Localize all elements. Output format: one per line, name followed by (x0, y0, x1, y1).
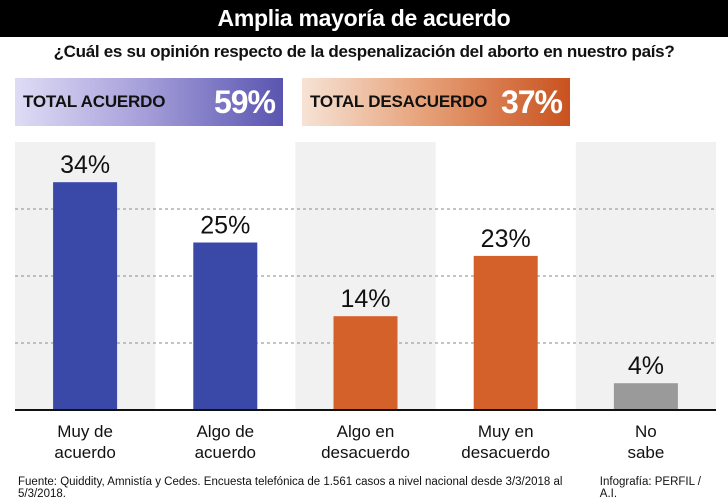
value-label: 34% (60, 151, 110, 179)
bar-chart: 34% Muy de acuerdo 25% Algo de acuerdo 14% Algo… (15, 142, 716, 462)
total-disagree-value: 37% (500, 83, 563, 120)
bar (193, 242, 258, 410)
category-label: Muy en (478, 422, 534, 441)
footer: Fuente: Quiddity, Amnistía y Cedes. Encu… (18, 476, 718, 500)
value-label: 25% (200, 212, 250, 240)
source-note: Fuente: Quiddity, Amnistía y Cedes. Encu… (18, 476, 563, 500)
total-agree-box: TOTAL ACUERDO 59% (15, 78, 283, 126)
bar (473, 255, 538, 410)
category-label: desacuerdo (321, 443, 410, 462)
credit-note: Infografía: PERFIL / A.I. (599, 476, 701, 500)
value-label: 23% (481, 225, 531, 253)
category-label: Algo de (196, 422, 254, 441)
total-agree-label: TOTAL ACUERDO (23, 92, 166, 111)
category-label: acuerdo (54, 443, 115, 462)
bar (613, 383, 678, 410)
value-label: 14% (340, 285, 390, 313)
total-agree-value: 59% (213, 83, 276, 120)
category-label: No (635, 422, 657, 441)
category-label: desacuerdo (461, 443, 550, 462)
category-label: sabe (627, 443, 664, 462)
category-label: Algo en (337, 422, 395, 441)
bar (53, 182, 118, 410)
total-disagree-box: TOTAL DESACUERDO 37% (302, 78, 570, 126)
category-label: Muy de (57, 422, 113, 441)
bar (333, 316, 398, 410)
chart-title: Amplia mayoría de acuerdo (0, 0, 728, 37)
total-disagree-label: TOTAL DESACUERDO (310, 92, 488, 111)
category-label: acuerdo (195, 443, 256, 462)
survey-question: ¿Cuál es su opinión respecto de la despe… (53, 42, 675, 61)
value-label: 4% (628, 352, 664, 380)
